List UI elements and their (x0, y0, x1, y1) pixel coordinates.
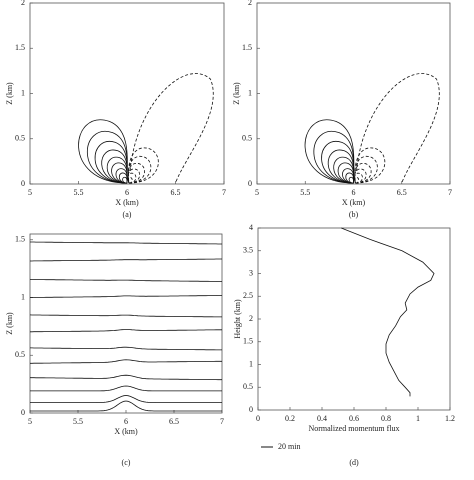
contour-line (127, 168, 141, 184)
contour-line (354, 155, 378, 184)
x-tick-label: 0.2 (285, 414, 295, 423)
panel: 5 5.5 6 6.5 7 0 0.5 1 1.5 X (km) Z (km) (c) (5, 233, 224, 467)
streamline (30, 241, 222, 245)
contour-line (86, 130, 128, 184)
panel-caption: (c) (122, 458, 131, 467)
streamline (29, 314, 222, 318)
contour-line (353, 172, 363, 184)
contour-line (78, 119, 128, 184)
streamline (30, 279, 222, 282)
y-tick-label: 1 (21, 88, 25, 97)
streamline (30, 359, 222, 364)
contour-line (356, 73, 440, 184)
y-tick-label: 0.5 (15, 134, 25, 143)
contour-line (127, 172, 137, 184)
x-axis-label: X (km) (114, 427, 138, 436)
streamline (30, 374, 222, 381)
x-tick-label: 7 (222, 188, 226, 197)
streamline (30, 258, 222, 262)
y-axis-label: Height (km) (233, 299, 242, 339)
contour-line (313, 130, 355, 184)
contour-line (129, 73, 214, 184)
x-tick-label: 0 (256, 414, 260, 423)
y-tick-label: 2 (249, 314, 253, 323)
x-tick-label: 7 (448, 188, 452, 197)
y-tick-label: 2 (21, 0, 25, 7)
y-tick-label: 0 (21, 179, 25, 188)
x-tick-label: 7 (220, 417, 224, 426)
x-tick-label: 5.5 (74, 188, 84, 197)
y-tick-label: 3 (249, 268, 253, 277)
x-tick-label: 5.5 (300, 188, 310, 197)
y-tick-label: 0 (21, 408, 25, 417)
y-axis-label: Z (km) (5, 82, 14, 105)
y-tick-label: 0.5 (15, 350, 25, 359)
x-tick-label: 6 (352, 188, 356, 197)
y-tick-label: 1 (249, 359, 253, 368)
contour-line (127, 155, 152, 184)
x-tick-label: 6 (124, 417, 128, 426)
x-tick-label: 1.2 (445, 414, 455, 423)
contour-line (354, 168, 367, 184)
x-tick-label: 6 (125, 188, 129, 197)
x-tick-label: 5.5 (73, 417, 83, 426)
contour-line (127, 177, 133, 184)
streamline (30, 346, 222, 351)
x-tick-label: 0.6 (349, 414, 359, 423)
y-tick-label: 0.5 (243, 382, 253, 391)
x-tick-label: 5 (28, 417, 32, 426)
plot-frame (257, 227, 451, 411)
streamline (30, 395, 222, 403)
x-axis-label: X (km) (342, 198, 366, 207)
x-tick-label: 5 (28, 188, 32, 197)
x-tick-label: 0.8 (381, 414, 391, 423)
contour-line (354, 147, 386, 184)
x-axis-label: X (km) (115, 198, 139, 207)
y-tick-label: 0 (249, 405, 253, 414)
streamline (30, 385, 222, 392)
data-line (341, 227, 435, 397)
y-tick-label: 2.5 (243, 291, 253, 300)
x-tick-label: 6.5 (397, 188, 407, 197)
y-tick-label: 0.5 (242, 134, 252, 143)
contour-line (128, 147, 159, 184)
panel: 0 0.2 0.4 0.6 0.8 1 1.2 0 0.5 1 1.5 2 2.5 3 3.5 4 Normal… (233, 223, 455, 467)
contour-line (304, 119, 355, 184)
x-tick-label: 6.5 (169, 417, 179, 426)
panel-caption: (d) (349, 458, 359, 467)
y-tick-label: 1 (248, 88, 252, 97)
panel-caption: (a) (123, 210, 132, 219)
legend-label: 20 min (278, 442, 300, 451)
y-tick-label: 3.5 (243, 246, 253, 255)
streamline (30, 400, 222, 412)
x-axis-label: Normalized momentum flux (308, 424, 399, 433)
contour-line (353, 177, 360, 184)
panel: 5 5.5 6 6.5 7 0 0.5 1 1.5 2 X (km) Z (km) (a) (5, 0, 226, 219)
streamline (30, 329, 222, 333)
y-tick-label: 0 (248, 179, 252, 188)
x-tick-label: 5 (255, 188, 259, 197)
y-tick-label: 1 (21, 292, 25, 301)
y-tick-label: 4 (249, 223, 253, 232)
panel: 5 5.5 6 6.5 7 0 0.5 1 1.5 2 X (km) Z (km) (b) (232, 0, 452, 219)
x-tick-label: 0.4 (317, 414, 327, 423)
y-tick-label: 1.5 (243, 337, 253, 346)
y-tick-label: 1.5 (242, 43, 252, 52)
y-tick-label: 2 (248, 0, 252, 7)
x-tick-label: 1 (416, 414, 420, 423)
y-axis-label: Z (km) (5, 312, 14, 335)
x-tick-label: 6.5 (171, 188, 181, 197)
streamline (30, 295, 222, 298)
y-tick-label: 1.5 (15, 43, 25, 52)
panel-caption: (b) (349, 210, 359, 219)
y-axis-label: Z (km) (232, 82, 241, 105)
y-tick-label: 1.5 (15, 235, 25, 244)
